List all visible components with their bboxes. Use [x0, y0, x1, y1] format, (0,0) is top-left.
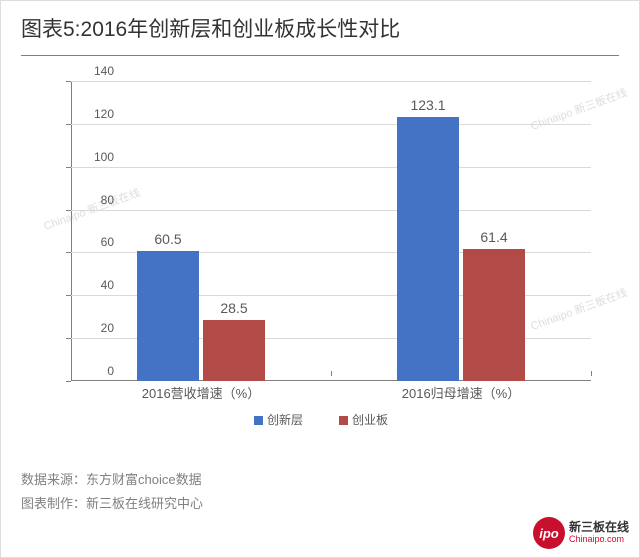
- y-tick-label: 20: [74, 321, 114, 335]
- credit-label: 图表制作：新三板在线研究中心: [21, 492, 203, 515]
- ipo-badge-icon: ipo: [533, 517, 565, 549]
- y-tick-label: 0: [74, 364, 114, 378]
- bar-创新层: [137, 251, 199, 381]
- data-source-label: 数据来源：东方财富choice数据: [21, 468, 203, 491]
- bar-value-label: 123.1: [397, 97, 459, 117]
- y-tick-mark: [66, 252, 71, 253]
- grouped-bar-chart: 60.5 28.5 123.1 61.4 创新层 创业板 0 20 40 60 80 100 120…: [36, 71, 606, 441]
- y-tick-label: 140: [74, 64, 114, 78]
- legend-item: 创业板: [339, 411, 388, 428]
- bar-value-label: 61.4: [463, 229, 525, 249]
- bar-value-label: 28.5: [203, 300, 265, 320]
- gridline: [71, 167, 591, 168]
- title-divider: [21, 55, 619, 56]
- x-tick-mark: [71, 371, 72, 376]
- chart-title: 图表5:2016年创新层和创业板成长性对比: [1, 1, 639, 51]
- bar-创业板: [463, 249, 525, 381]
- gridline: [71, 124, 591, 125]
- y-tick-mark: [66, 81, 71, 82]
- legend-label: 创业板: [352, 413, 388, 427]
- y-tick-label: 60: [74, 235, 114, 249]
- legend-swatch-icon: [339, 416, 348, 425]
- y-tick-label: 100: [74, 150, 114, 164]
- y-tick-mark: [66, 295, 71, 296]
- y-tick-label: 120: [74, 107, 114, 121]
- bar-创新层: [397, 117, 459, 381]
- chart-card: Chinaipo 新三板在线 Chinaipo 新三板在线 Chinaipo 新…: [0, 0, 640, 558]
- y-tick-mark: [66, 210, 71, 211]
- brand-name-en: Chinaipo.com: [569, 535, 629, 545]
- bar-value-label: 60.5: [137, 231, 199, 251]
- plot-area: 60.5 28.5 123.1 61.4: [71, 81, 591, 381]
- legend-swatch-icon: [254, 416, 263, 425]
- brand-text: 新三板在线 Chinaipo.com: [569, 521, 629, 544]
- x-tick-mark: [591, 371, 592, 376]
- y-tick-label: 40: [74, 278, 114, 292]
- chart-footer: 数据来源：东方财富choice数据 图表制作：新三板在线研究中心: [21, 468, 203, 515]
- x-tick-mark: [331, 371, 332, 376]
- legend-item: 创新层: [254, 411, 303, 428]
- gridline: [71, 210, 591, 211]
- bar-创业板: [203, 320, 265, 381]
- legend-label: 创新层: [267, 413, 303, 427]
- gridline: [71, 81, 591, 82]
- y-axis: [71, 81, 72, 381]
- y-tick-mark: [66, 124, 71, 125]
- brand-logo: ipo 新三板在线 Chinaipo.com: [533, 517, 629, 549]
- x-category-label: 2016归母增速（%）: [331, 383, 591, 402]
- y-tick-mark: [66, 167, 71, 168]
- y-tick-label: 80: [74, 193, 114, 207]
- brand-name-cn: 新三板在线: [569, 521, 629, 534]
- y-tick-mark: [66, 381, 71, 382]
- y-tick-mark: [66, 338, 71, 339]
- legend: 创新层 创业板: [36, 411, 606, 428]
- x-category-label: 2016营收增速（%）: [71, 383, 331, 402]
